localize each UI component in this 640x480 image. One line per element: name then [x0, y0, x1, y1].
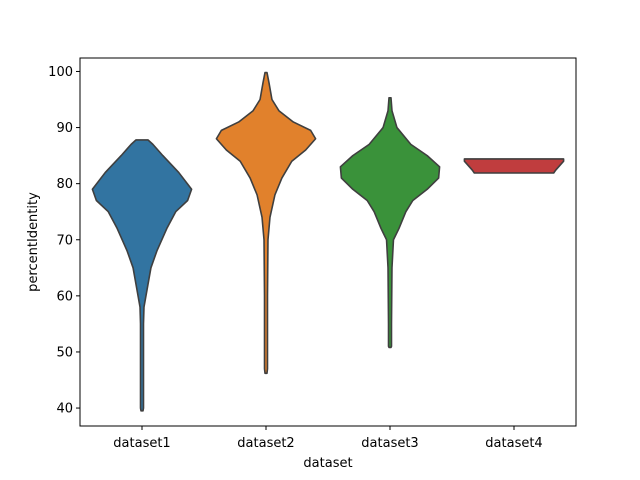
- y-tick-label: 50: [56, 345, 73, 360]
- x-tick-label: dataset1: [113, 436, 170, 451]
- violin-dataset2: [215, 71, 317, 375]
- y-axis-label: percentIdentity: [26, 192, 41, 292]
- y-axis: 40 50 60 70 80 90 100: [48, 65, 80, 417]
- y-tick-label: 80: [56, 177, 73, 192]
- violin-dataset1: [91, 139, 193, 412]
- plot-frame: [79, 57, 577, 427]
- x-axis-label: dataset: [303, 456, 352, 471]
- x-tick-label: dataset4: [485, 436, 542, 451]
- violins-layer: [91, 71, 565, 412]
- y-tick-label: 40: [56, 402, 73, 417]
- violin-dataset3: [339, 97, 441, 349]
- y-tick-label: 100: [48, 65, 73, 80]
- y-tick-label: 60: [56, 289, 73, 304]
- x-tick-label: dataset3: [361, 436, 418, 451]
- x-axis: dataset1 dataset2 dataset3 dataset4: [113, 426, 543, 451]
- y-tick-label: 90: [56, 121, 73, 136]
- y-tick-label: 70: [56, 233, 73, 248]
- violin-dataset4: [463, 158, 565, 174]
- x-tick-label: dataset2: [237, 436, 294, 451]
